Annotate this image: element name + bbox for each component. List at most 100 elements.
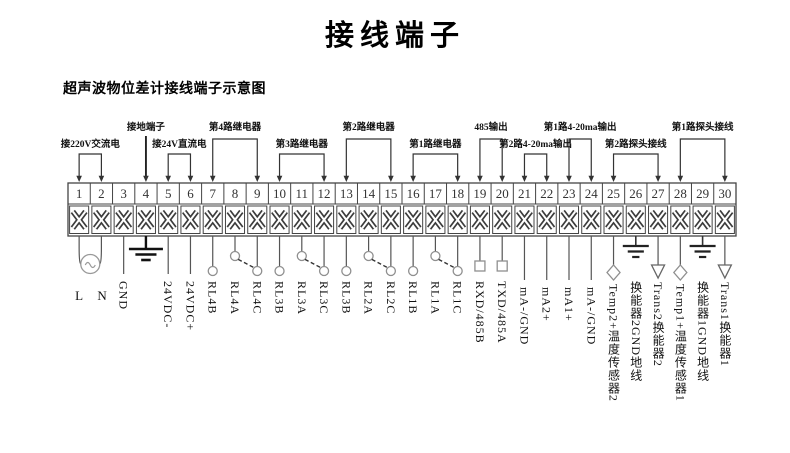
- screw-cross-core: [361, 210, 376, 229]
- screw-cross-core: [673, 210, 688, 229]
- transducer-arrow-icon: [650, 264, 666, 280]
- relay-contact-icon: [385, 265, 397, 277]
- screw-cross-core: [383, 210, 398, 229]
- connection-label: mA-/GND: [584, 287, 599, 346]
- relay-contact-icon: [296, 250, 307, 262]
- connection-label: RL4B: [205, 281, 220, 315]
- connection-label: Trans2换能器2: [651, 282, 666, 367]
- group-bracket: [212, 138, 258, 177]
- relay-contact-icon: [318, 265, 330, 277]
- switch-blade-icon: [304, 258, 321, 269]
- terminal-number: 19: [473, 186, 487, 201]
- screw-cross-core: [205, 210, 220, 229]
- ac-wire: [99, 236, 102, 265]
- screw-cross-core: [517, 210, 532, 229]
- group-bracket: [278, 153, 325, 177]
- arrow-down-icon: [388, 175, 394, 182]
- temp-sensor-icon: [672, 264, 688, 281]
- arrow-down-icon: [98, 175, 105, 182]
- connection-label: RL3B: [272, 281, 287, 315]
- arrow-down-icon: [254, 175, 261, 182]
- screw-cross-core: [650, 210, 666, 229]
- terminal-number: 3: [120, 186, 127, 201]
- terminal-number: 6: [187, 186, 194, 201]
- terminal-number: 30: [718, 186, 732, 201]
- diagram-subtitle: 超声波物位差计接线端子示意图: [63, 80, 266, 96]
- connection-label: mA1+: [562, 287, 576, 322]
- arrow-down-icon: [499, 175, 505, 182]
- screw-cross-core: [72, 210, 87, 229]
- terminal-number: 20: [495, 186, 509, 201]
- connection-label: RXD/485B: [472, 281, 487, 344]
- screw-cross-core: [539, 210, 554, 229]
- page-title: 接线端子: [324, 20, 465, 52]
- comm-port-icon: [474, 260, 486, 272]
- transducer-arrow-icon: [717, 264, 733, 280]
- terminal-number: 23: [562, 186, 576, 201]
- connection-label: mA-/GND: [517, 287, 532, 346]
- screw-cross-core: [606, 210, 621, 229]
- terminal-number: 27: [651, 186, 665, 201]
- terminal-number: 24: [584, 186, 598, 201]
- terminal-number: 11: [295, 186, 309, 201]
- terminal-number: 10: [273, 186, 287, 201]
- relay-contact-icon: [252, 265, 263, 277]
- switch-blade-icon: [371, 258, 388, 269]
- terminal-number: 21: [517, 186, 531, 201]
- terminal-number: 12: [317, 186, 331, 201]
- screw-cross-core: [406, 210, 421, 229]
- arrow-down-icon: [276, 175, 283, 182]
- arrow-down-icon: [321, 175, 327, 182]
- arrow-down-icon: [655, 175, 661, 182]
- group-bracket: [479, 138, 503, 177]
- relay-contact-icon: [363, 250, 374, 262]
- relay-contact-icon: [407, 265, 419, 277]
- arrow-down-icon: [454, 175, 461, 182]
- terminal-number: 26: [629, 186, 643, 201]
- connection-label: Trans1换能器1: [717, 282, 732, 367]
- screw-cross-core: [717, 210, 732, 229]
- screw-cross-core: [339, 210, 354, 229]
- ac-line-label: L: [75, 288, 84, 303]
- switch-blade-icon: [438, 258, 455, 269]
- connection-label: RL3B: [339, 281, 354, 315]
- arrow-down-icon: [543, 175, 550, 182]
- group-bracket: [167, 153, 192, 177]
- ac-tilde-icon: [84, 261, 96, 269]
- terminal-number: 1: [75, 186, 83, 201]
- group-bracket: [78, 153, 102, 177]
- arrow-down-icon: [143, 175, 149, 182]
- group-bracket: [412, 153, 459, 177]
- relay-contact-icon: [430, 250, 441, 262]
- screw-cross-core: [316, 210, 332, 229]
- arrow-down-icon: [76, 175, 82, 182]
- terminal-number: 25: [607, 186, 621, 201]
- screw-cross-core: [584, 210, 599, 229]
- screw-cross-core: [94, 210, 109, 229]
- terminal-number: 14: [362, 186, 376, 201]
- terminal-number: 18: [451, 186, 465, 201]
- connection-label: GND: [116, 281, 131, 310]
- terminal-number: 4: [142, 186, 150, 201]
- connection-label: 换能器1GND地线: [695, 281, 710, 382]
- connection-label: Temp2+温度传感器2: [606, 284, 621, 402]
- screw-cross-core: [428, 210, 443, 229]
- arrow-down-icon: [410, 175, 416, 182]
- connection-label: 换能器2GND地线: [628, 281, 643, 382]
- group-label: 第1路4-20ma输出: [543, 123, 617, 133]
- terminal-number: 28: [673, 186, 687, 201]
- group-label: 第2路继电器: [342, 123, 395, 133]
- relay-contact-icon: [274, 265, 285, 277]
- arrow-down-icon: [343, 175, 350, 182]
- terminal-number: 2: [98, 186, 105, 201]
- screw-cross-core: [272, 210, 287, 229]
- connection-label: RL1C: [450, 281, 465, 315]
- screw-cross-core: [116, 210, 131, 229]
- terminal-number: 17: [428, 186, 442, 201]
- connection-label: 24VDC-: [161, 281, 176, 329]
- connection-label: RL1B: [406, 281, 421, 315]
- terminal-number: 8: [231, 186, 239, 201]
- arrow-down-icon: [722, 175, 728, 182]
- group-label: 第4路继电器: [208, 123, 262, 133]
- connection-label: RL4C: [250, 281, 265, 315]
